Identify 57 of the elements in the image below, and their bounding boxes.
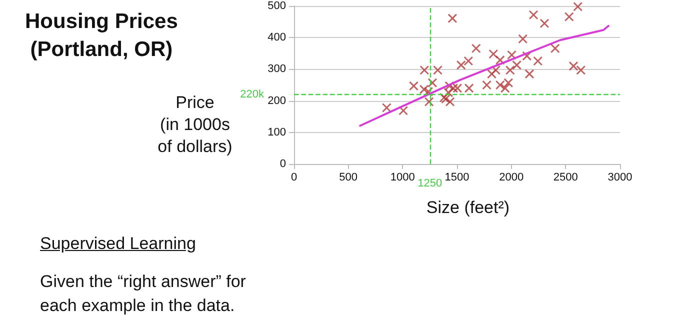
point: [452, 83, 462, 93]
y-tick-label: 100: [268, 126, 286, 138]
point: [487, 69, 497, 79]
point: [464, 83, 474, 93]
point: [505, 65, 515, 75]
x-tick-label: 3000: [608, 172, 632, 184]
point: [573, 2, 583, 12]
point: [522, 51, 532, 61]
point: [382, 103, 392, 112]
point: [471, 44, 481, 54]
ref-line-label: 220k: [240, 88, 264, 100]
point: [524, 69, 534, 79]
point: [512, 60, 522, 70]
point: [448, 83, 458, 93]
point: [518, 34, 528, 44]
x-tick-label: 2500: [553, 172, 578, 184]
x-tick-label: 2000: [499, 172, 524, 184]
text: Given the “right answer” for each example in the data.: [40, 271, 246, 317]
point: [550, 44, 560, 54]
y-tick-label: 300: [268, 63, 286, 76]
point: [507, 50, 517, 60]
point: [448, 14, 458, 24]
y-tick-label: 200: [268, 94, 286, 107]
ref-line-label: 1250: [418, 178, 442, 190]
point: [488, 49, 498, 59]
y-tick-label: 0: [280, 158, 286, 170]
point: [540, 18, 550, 28]
x-tick-label: 500: [339, 172, 358, 184]
y-tick-label: 400: [268, 32, 286, 44]
point: [398, 106, 408, 116]
point: [528, 10, 538, 20]
point: [491, 65, 501, 75]
point: [464, 56, 474, 66]
point: [495, 55, 505, 65]
x-tick-label: 0: [290, 172, 298, 184]
point: [482, 80, 492, 90]
point: [419, 84, 429, 94]
y-tick-label: 500: [268, 0, 286, 12]
point: [433, 65, 443, 75]
x-tick-label: 1000: [390, 172, 415, 184]
point: [564, 12, 574, 22]
line-series: [359, 24, 610, 127]
point: [456, 60, 466, 70]
text: Housing Prices (Portland, OR): [25, 9, 178, 63]
point: [568, 61, 578, 71]
point: [420, 65, 430, 75]
y-axis-title: Price (in 1000s of dollars): [158, 93, 232, 156]
point: [428, 78, 438, 88]
point: [409, 81, 418, 91]
text: Supervised Learning: [40, 234, 196, 254]
point: [504, 78, 514, 88]
x-axis-title: Size (feet²): [425, 198, 511, 218]
point: [576, 65, 586, 75]
point: [533, 56, 543, 66]
point: [495, 80, 505, 90]
point: [500, 83, 510, 93]
x-tick-label: 1500: [444, 172, 470, 184]
